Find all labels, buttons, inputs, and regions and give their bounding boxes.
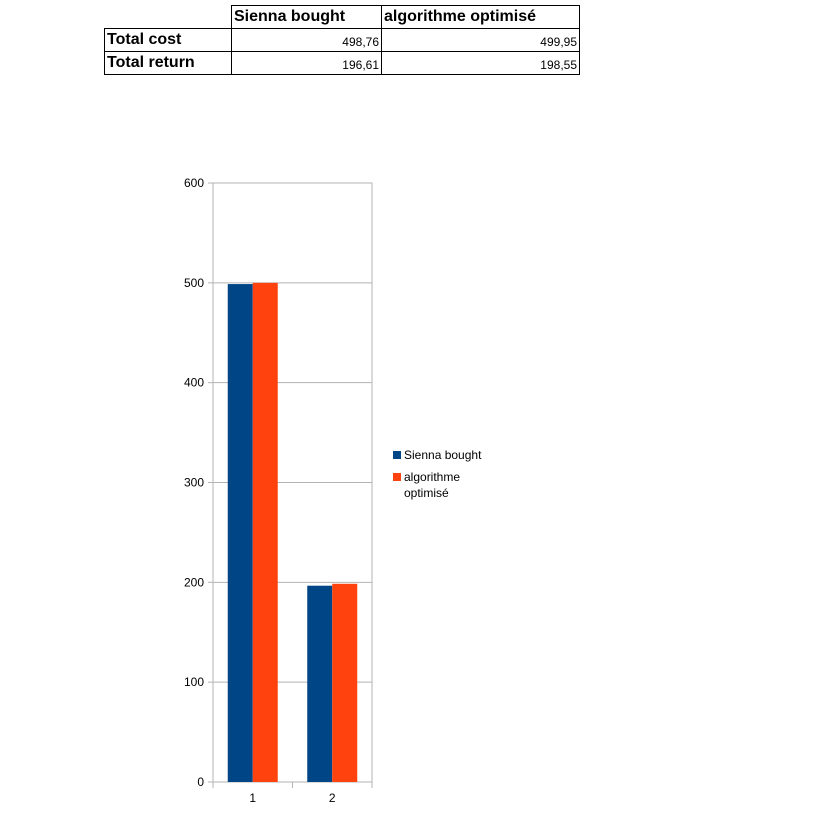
y-tick-label: 300 bbox=[184, 476, 204, 490]
data-table: Sienna bought algorithme optimisé Total … bbox=[104, 5, 580, 75]
legend-swatch bbox=[393, 451, 401, 459]
cell-total-return-algorithme[interactable]: 198,55 bbox=[381, 51, 580, 75]
legend-label: Sienna bought bbox=[404, 448, 482, 462]
y-tick-label: 400 bbox=[184, 376, 204, 390]
table-row: Total cost 498,76 499,95 bbox=[104, 28, 580, 52]
y-tick-label: 600 bbox=[184, 176, 204, 190]
bar-2-series-1 bbox=[307, 585, 333, 782]
legend-label: algorithme optimisé bbox=[404, 470, 460, 500]
bar-1-series-1 bbox=[227, 284, 253, 782]
y-tick-label: 500 bbox=[184, 276, 204, 290]
x-tick-label: 1 bbox=[249, 791, 256, 805]
y-tick-label: 0 bbox=[197, 775, 204, 789]
table-row: Total return 196,61 198,55 bbox=[104, 51, 580, 75]
table-header-row: Sienna bought algorithme optimisé bbox=[105, 5, 580, 29]
cell-total-return-sienna[interactable]: 196,61 bbox=[231, 51, 382, 75]
legend-swatch bbox=[393, 473, 401, 481]
cell-total-cost-sienna[interactable]: 498,76 bbox=[231, 28, 382, 52]
column-header-sienna-bought[interactable]: Sienna bought bbox=[231, 5, 382, 29]
bar-2-series-2 bbox=[332, 583, 358, 782]
bar-1-series-2 bbox=[252, 282, 278, 782]
y-tick-label: 200 bbox=[184, 575, 204, 589]
x-tick-label: 2 bbox=[329, 791, 336, 805]
column-header-algorithme-optimise[interactable]: algorithme optimisé bbox=[381, 5, 580, 29]
y-tick-label: 100 bbox=[184, 675, 204, 689]
